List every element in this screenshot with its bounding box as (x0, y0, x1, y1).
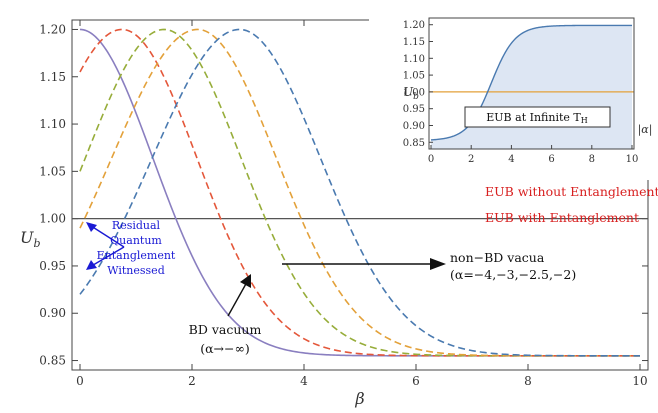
inset-legend-subscript: H (581, 116, 588, 125)
inset-y-tick-label-7: 1.20 (403, 20, 425, 31)
residual-arrows (86, 222, 125, 270)
inset-y-tick-label-2: 0.95 (403, 104, 425, 115)
main-y-tick-label-4: 1.05 (39, 164, 66, 178)
main-x-tick-label-4: 8 (524, 374, 532, 388)
inset-plot-frame (428, 17, 635, 150)
bd-arrow-line (227, 281, 248, 317)
main-x-axis-title: β (354, 389, 364, 408)
main-y-tick-label-0: 0.85 (39, 354, 66, 368)
series-line-3 (79, 28, 640, 357)
inset-y-tick-label-4: 1.05 (403, 71, 425, 82)
inset-y-tick-label-3: 1.00 (403, 87, 425, 98)
label-eub-without: EUB without Entanglement (485, 184, 658, 199)
residual-arrowhead-top (86, 222, 97, 232)
inset-x-tick-label-5: 10 (626, 154, 639, 165)
bd-label-2: (α→−∞) (200, 341, 250, 356)
inset: 0 2 4 6 8 100.850.900.951.001.051.101.151.20 … (369, 15, 652, 180)
inset-x-tick-label-1: 2 (468, 154, 474, 165)
residual-annotation: Residual Quantum Entanglement Witnessed (97, 219, 176, 277)
inset-y-tick-label-6: 1.15 (403, 37, 425, 48)
inset-x-tick-label-4: 8 (589, 154, 595, 165)
main-x-tick-label-5: 10 (632, 374, 647, 388)
inset-curve (430, 24, 632, 141)
inset-legend-label: EUB at Infinite TH (486, 111, 588, 125)
inset-x-tick-label-0: 0 (428, 154, 434, 165)
main-plot-frame (71, 19, 649, 371)
annotations: EUB without Entanglement EUB with Entang… (86, 184, 658, 356)
residual-line-3: Entanglement (97, 249, 176, 262)
inset-y-tick-label-0: 0.85 (403, 138, 425, 149)
main-x-tick-label-0: 0 (76, 374, 84, 388)
nonbd-arrowhead (430, 258, 446, 270)
inset-y-tick-label-1: 0.90 (403, 121, 425, 132)
main-x-tick-label-1: 2 (188, 374, 196, 388)
main-x-tick-label-3: 6 (412, 374, 420, 388)
main-y-axis-subscript: b (33, 237, 40, 250)
residual-arrowhead-bottom (86, 260, 97, 270)
inset-x-tick-label-3: 6 (548, 154, 554, 165)
series-line-4 (79, 28, 640, 357)
bd-arrow (227, 274, 251, 317)
bd-label-1: BD vacuum (189, 322, 262, 337)
inset-y-tick-label-5: 1.10 (403, 54, 425, 65)
nonbd-label-2: (α=−4,−3,−2.5,−2) (450, 267, 576, 282)
inset-x-tick-label-2: 4 (508, 154, 514, 165)
main-y-tick-label-2: 0.95 (39, 259, 66, 273)
bd-arrowhead (240, 274, 251, 288)
main-y-tick-label-5: 1.10 (39, 117, 66, 131)
main-x-tick-label-2: 4 (300, 374, 308, 388)
main-y-tick-label-6: 1.15 (39, 70, 66, 84)
residual-line-4: Witnessed (107, 264, 165, 277)
main-y-tick-label-1: 0.90 (39, 306, 66, 320)
main-y-tick-label-3: 1.00 (39, 212, 66, 226)
main-y-tick-label-7: 1.20 (39, 22, 66, 36)
inset-legend-box (464, 106, 611, 128)
inset-y-axis-subscript: b (413, 92, 419, 102)
residual-line-1: Residual (112, 219, 161, 232)
main-y-axis-title: Ub (20, 228, 41, 250)
nonbd-arrow (282, 258, 446, 270)
inset-x-axis-title: |α| (638, 123, 653, 137)
nonbd-label-1: non−BD vacua (450, 250, 545, 265)
residual-line-2: Quantum (110, 234, 162, 247)
label-eub-with: EUB with Entanglement (485, 210, 639, 225)
